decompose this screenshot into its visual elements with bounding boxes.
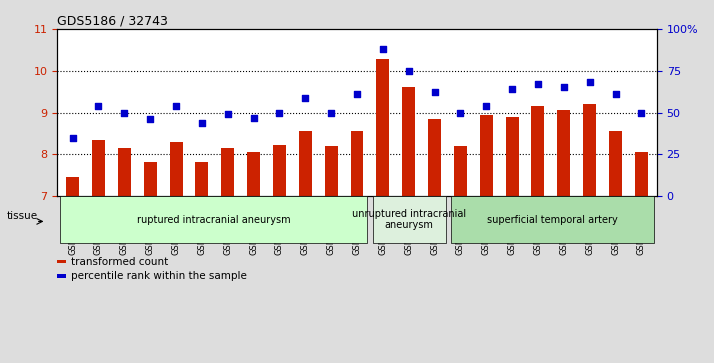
Text: superficial temporal artery: superficial temporal artery bbox=[487, 215, 618, 225]
Bar bbox=[144, 162, 156, 196]
Point bbox=[67, 135, 79, 140]
Point bbox=[558, 85, 570, 90]
Bar bbox=[609, 131, 622, 196]
Point bbox=[93, 103, 104, 109]
Point bbox=[273, 110, 285, 115]
Bar bbox=[635, 152, 648, 196]
Text: GDS5186 / 32743: GDS5186 / 32743 bbox=[57, 15, 168, 28]
Bar bbox=[221, 148, 234, 196]
Point bbox=[455, 110, 466, 115]
Point bbox=[610, 91, 621, 97]
Bar bbox=[402, 87, 415, 196]
Point bbox=[144, 116, 156, 122]
Bar bbox=[247, 152, 260, 196]
Bar bbox=[506, 117, 518, 196]
Bar bbox=[376, 59, 389, 196]
Point bbox=[119, 110, 130, 115]
Text: ruptured intracranial aneurysm: ruptured intracranial aneurysm bbox=[137, 215, 291, 225]
Point bbox=[403, 68, 414, 74]
Bar bbox=[66, 177, 79, 196]
Bar bbox=[454, 146, 467, 196]
Bar bbox=[170, 142, 183, 196]
Bar bbox=[273, 145, 286, 196]
Point bbox=[300, 95, 311, 101]
Point bbox=[351, 91, 363, 97]
Bar bbox=[299, 131, 312, 196]
Bar bbox=[196, 162, 208, 196]
Bar bbox=[118, 148, 131, 196]
Point bbox=[222, 111, 233, 117]
Text: unruptured intracranial
aneurysm: unruptured intracranial aneurysm bbox=[352, 209, 466, 231]
Point bbox=[171, 103, 182, 109]
Point bbox=[326, 110, 337, 115]
Bar bbox=[92, 140, 105, 196]
Bar bbox=[351, 131, 363, 196]
Bar bbox=[531, 106, 544, 196]
Point bbox=[506, 86, 518, 92]
Text: tissue: tissue bbox=[7, 211, 39, 221]
Point bbox=[377, 46, 388, 52]
Bar bbox=[325, 146, 338, 196]
Point bbox=[196, 120, 208, 126]
Bar bbox=[583, 104, 596, 196]
Point bbox=[481, 103, 492, 109]
Bar bbox=[480, 115, 493, 196]
Point bbox=[248, 115, 259, 121]
Bar bbox=[428, 119, 441, 196]
Point bbox=[584, 79, 595, 85]
Bar bbox=[558, 110, 570, 196]
Text: percentile rank within the sample: percentile rank within the sample bbox=[71, 271, 246, 281]
Point bbox=[635, 110, 647, 115]
Point bbox=[429, 90, 441, 95]
Point bbox=[532, 81, 543, 87]
Text: transformed count: transformed count bbox=[71, 257, 168, 266]
